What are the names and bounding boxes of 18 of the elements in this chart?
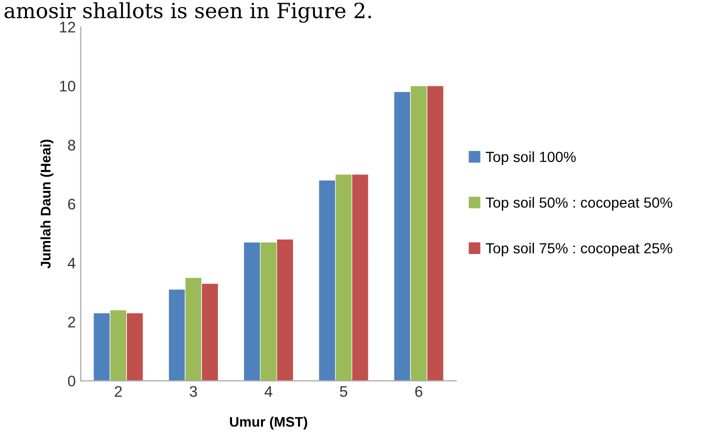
x-tick-label: 2 [114, 386, 122, 397]
x-axis-title: Umur (MST) [230, 416, 308, 430]
y-tick-label: 2 [68, 316, 76, 328]
text: amosir shallots is seen in Figure 2. [4, 2, 372, 23]
legend-label: Top soil 50% : cocopeat 50% [486, 197, 672, 211]
y-tick-label: 12 [60, 22, 76, 32]
y-axis-title: Jumlah Daun (Heai) [40, 140, 54, 268]
x-tick-label: 6 [415, 386, 422, 397]
legend-label: Top soil 75% : cocopeat 25% [486, 242, 672, 256]
x-tick-label: 5 [340, 386, 348, 397]
y-tick-label: 8 [68, 140, 76, 151]
y-tick-label: 10 [60, 80, 76, 92]
y-tick-label: 0 [68, 376, 76, 386]
x-tick-label: 3 [190, 386, 197, 397]
legend-label: Top soil 100% [486, 151, 576, 165]
x-tick-label: 4 [264, 386, 272, 397]
y-tick-label: 6 [68, 198, 76, 210]
y-tick-label: 4 [68, 258, 76, 268]
